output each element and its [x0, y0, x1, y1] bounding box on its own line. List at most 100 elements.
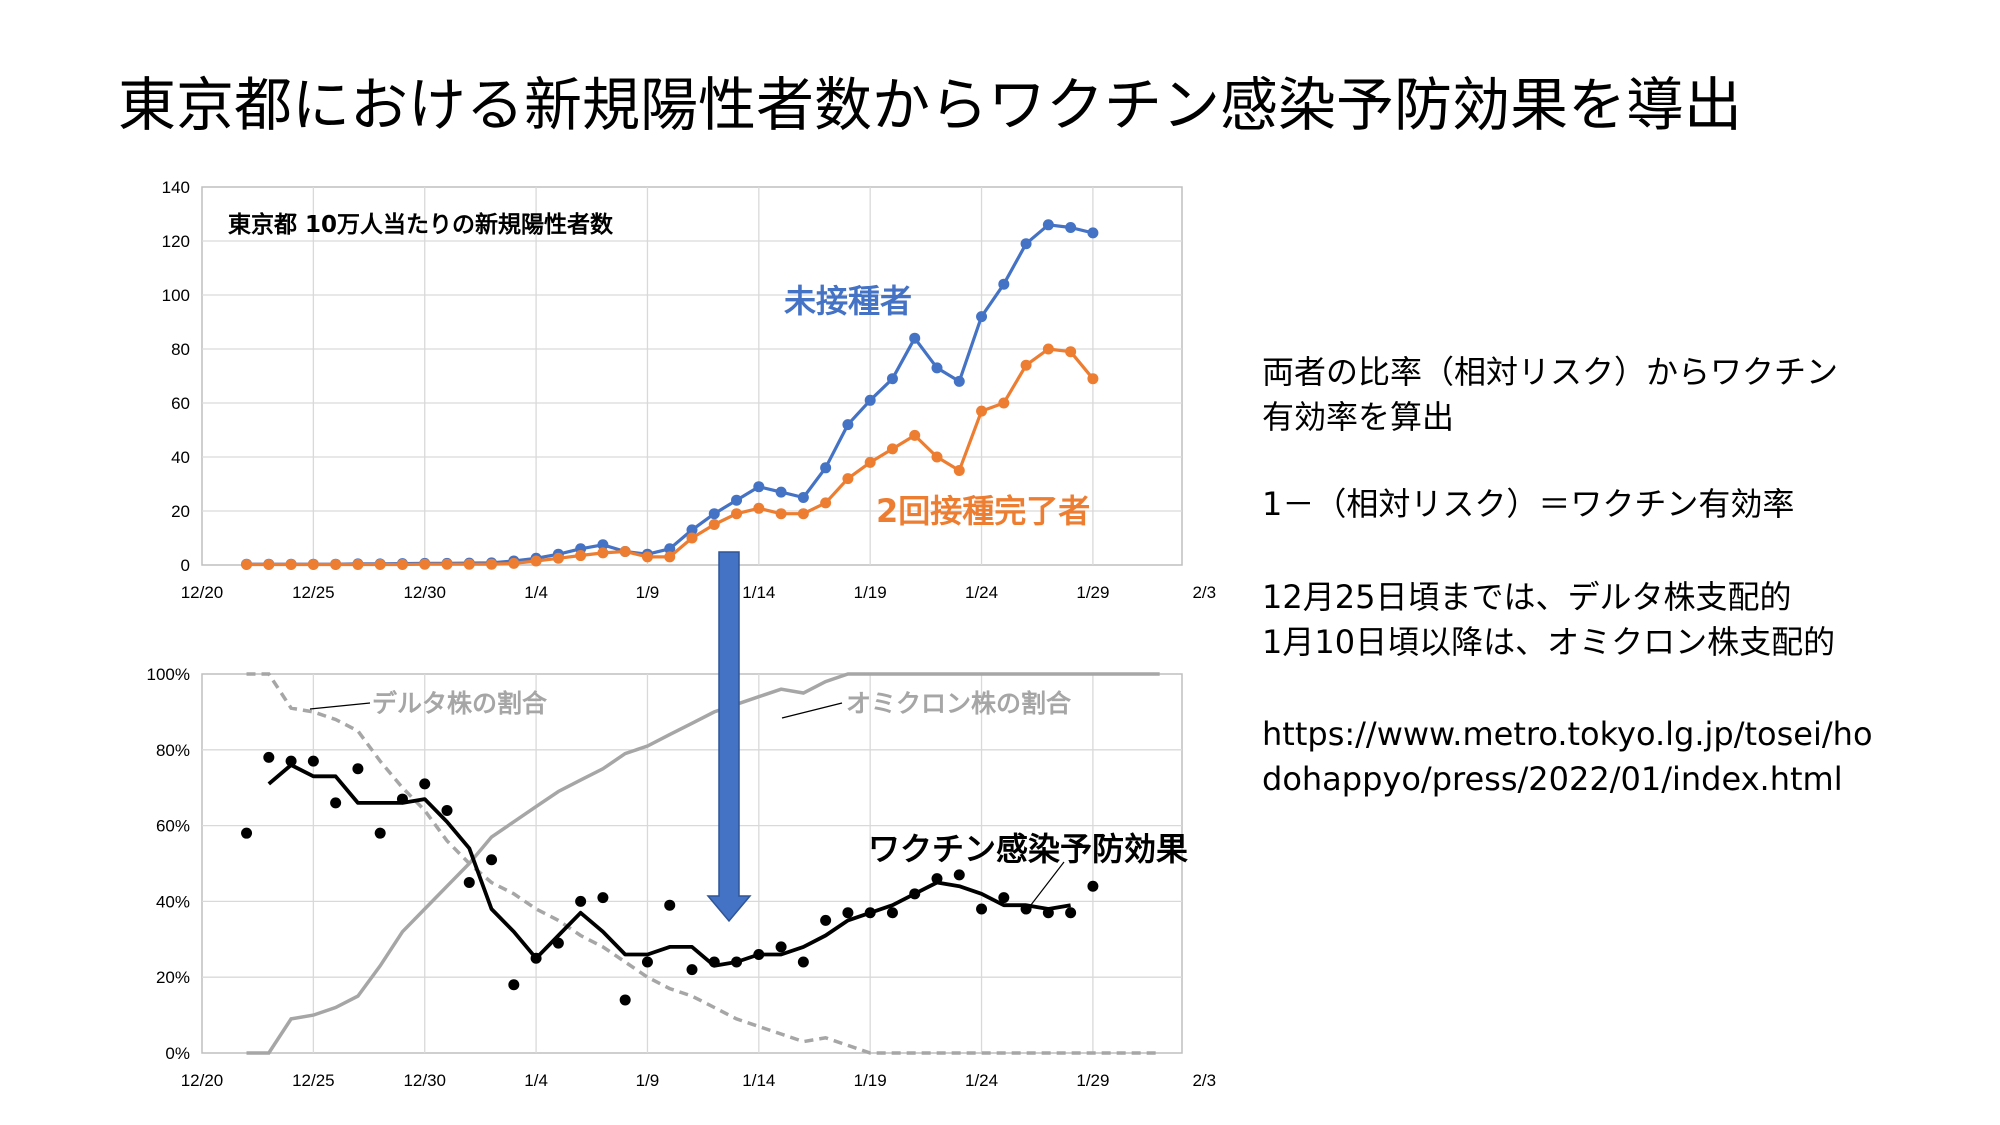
- data-point: [976, 405, 988, 417]
- x-tick-label: 1/19: [854, 583, 887, 602]
- chart2-gridlines: [202, 674, 1182, 1053]
- chart2-x-ticks: 12/20 12/25 12/30 1/4 1/9 1/14 1/19 1/24 1/29 2/3: [181, 1071, 1216, 1090]
- data-point: [597, 539, 609, 551]
- data-point: [263, 558, 275, 570]
- legend-unvaccinated: 未接種者: [784, 282, 912, 320]
- x-tick-label: 1/14: [742, 583, 775, 602]
- x-tick-label: 1/24: [965, 583, 998, 602]
- data-point: [664, 543, 676, 555]
- y-tick-label: 20: [171, 502, 190, 521]
- efficacy-point: [619, 994, 631, 1006]
- data-point: [775, 508, 787, 520]
- data-point: [797, 492, 809, 503]
- annotation-omicron-share: オミクロン株の割合: [846, 689, 1072, 718]
- data-point: [953, 375, 965, 387]
- chart2-plot-area: [201, 673, 1183, 1054]
- efficacy-point: [463, 876, 475, 888]
- x-tick-label: 12/20: [181, 1071, 224, 1090]
- y-tick-label: 80%: [156, 741, 190, 760]
- data-point: [753, 481, 765, 493]
- efficacy-point: [307, 755, 319, 767]
- note-ratio-line1: 両者の比率（相対リスク）からワクチン: [1262, 353, 1839, 391]
- efficacy-point: [797, 956, 809, 968]
- efficacy-point: [330, 797, 342, 809]
- note-formula: 1－（相対リスク）＝ワクチン有効率: [1262, 485, 1795, 523]
- chart1-gridlines: [202, 187, 1182, 565]
- efficacy-point: [842, 907, 854, 919]
- series-line-delta-share: [246, 672, 1160, 1055]
- data-point: [686, 532, 698, 544]
- data-point: [820, 462, 832, 474]
- x-tick-label: 12/25: [292, 583, 335, 602]
- data-point: [686, 524, 698, 536]
- x-tick-label: 12/20: [181, 583, 224, 602]
- efficacy-point: [820, 914, 832, 926]
- efficacy-point: [976, 903, 988, 915]
- data-point: [886, 443, 898, 455]
- data-point: [998, 397, 1010, 409]
- data-point: [1020, 238, 1032, 250]
- chart1-x-ticks: 12/20 12/25 12/30 1/4 1/9 1/14 1/19 1/24 1/29 2/3: [181, 583, 1216, 602]
- y-tick-label: 40: [171, 448, 190, 467]
- data-point: [731, 494, 743, 506]
- data-point: [1042, 219, 1054, 231]
- data-point: [820, 497, 832, 509]
- x-tick-label: 2/3: [1192, 583, 1216, 602]
- data-point: [1087, 227, 1099, 239]
- efficacy-point: [575, 895, 587, 907]
- chart2-series: [241, 672, 1160, 1055]
- note-delta-dominant: 12月25日頃までは、デルタ株支配的: [1262, 578, 1792, 616]
- x-tick-label: 12/25: [292, 1071, 335, 1090]
- x-tick-label: 12/30: [403, 583, 446, 602]
- data-point: [419, 558, 431, 570]
- data-point: [931, 451, 943, 463]
- x-tick-label: 1/14: [742, 1071, 775, 1090]
- note-source-url-line2: dohappyo/press/2022/01/index.html: [1262, 760, 1843, 798]
- data-point: [1087, 373, 1099, 385]
- data-point: [619, 546, 631, 557]
- x-tick-label: 1/29: [1076, 583, 1109, 602]
- x-tick-label: 2/3: [1192, 1071, 1216, 1090]
- efficacy-point: [641, 956, 653, 968]
- efficacy-point: [285, 755, 297, 767]
- efficacy-point: [486, 854, 498, 866]
- data-point: [241, 558, 253, 570]
- y-tick-label: 60: [171, 394, 190, 413]
- efficacy-point: [1087, 880, 1099, 892]
- data-point: [463, 558, 475, 570]
- note-omicron-dominant: 1月10日頃以降は、オミクロン株支配的: [1262, 623, 1836, 661]
- chart-new-cases: 0 20 40 60 80 100 120 140 12/20 12/25 12/30 1/4 1/9…: [162, 178, 1216, 602]
- chart1-y-ticks: 0 20 40 60 80 100 120 140: [162, 178, 190, 575]
- efficacy-annotation-leader: [1023, 861, 1065, 915]
- data-point: [285, 558, 297, 570]
- data-point: [998, 278, 1010, 290]
- chart1-plot-area: [201, 186, 1183, 566]
- data-point: [1065, 222, 1077, 233]
- y-tick-label: 100%: [147, 665, 190, 684]
- data-point: [352, 558, 364, 570]
- note-ratio-line2: 有効率を算出: [1262, 398, 1455, 436]
- efficacy-point: [441, 804, 453, 816]
- data-point: [864, 394, 876, 406]
- data-point: [886, 373, 898, 385]
- efficacy-point: [1065, 907, 1077, 919]
- delta-annotation-leader: [309, 702, 371, 710]
- data-point: [931, 362, 943, 374]
- legend-fully-vaccinated: 2回接種完了者: [876, 492, 1090, 530]
- x-tick-label: 12/30: [403, 1071, 446, 1090]
- x-tick-label: 1/9: [636, 1071, 660, 1090]
- annotation-vaccine-efficacy: ワクチン感染予防効果: [868, 830, 1188, 868]
- chart1-title: 東京都 10万人当たりの新規陽性者数: [228, 211, 614, 238]
- data-point: [1065, 346, 1077, 358]
- data-point: [731, 508, 743, 520]
- omicron-annotation-leader: [781, 702, 843, 719]
- y-tick-label: 100: [162, 286, 190, 305]
- y-tick-label: 60%: [156, 817, 190, 836]
- y-tick-label: 0: [181, 556, 190, 575]
- efficacy-point: [998, 892, 1010, 904]
- data-point: [575, 550, 587, 562]
- efficacy-point: [508, 979, 520, 991]
- chart2-y-ticks: 0% 20% 40% 60% 80% 100%: [147, 665, 190, 1063]
- data-point: [530, 555, 542, 567]
